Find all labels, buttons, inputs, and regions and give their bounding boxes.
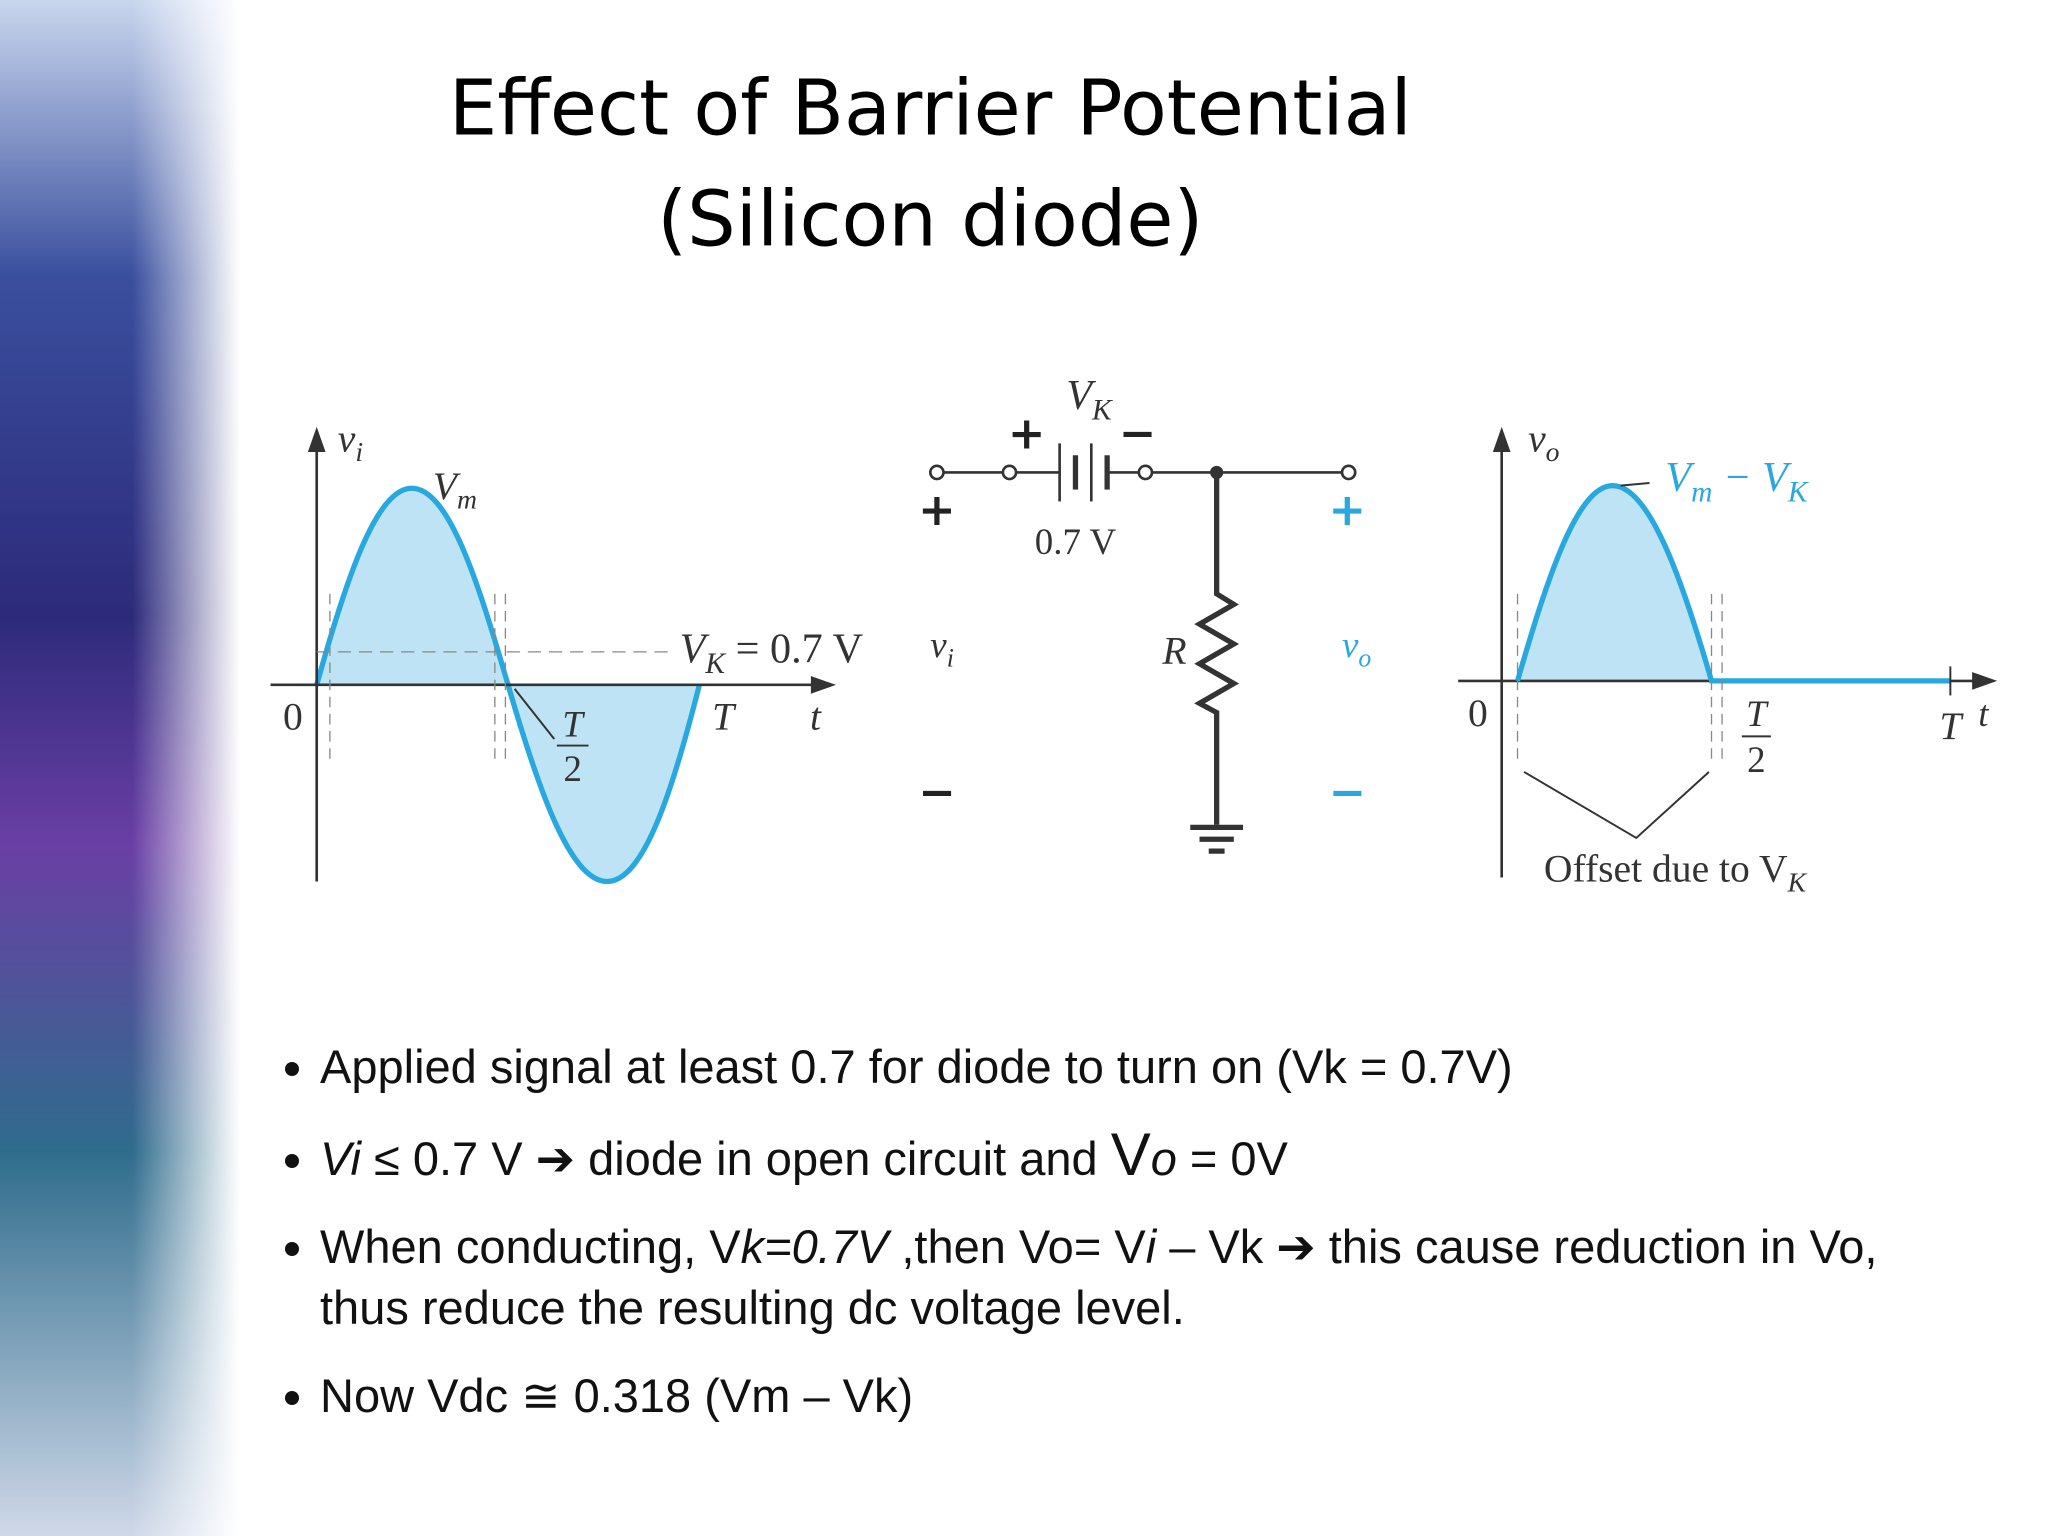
leader-line bbox=[1620, 481, 1650, 487]
title-line: (Silicon diode) bbox=[657, 175, 1203, 264]
bullet-list: Applied signal at least 0.7 for diode to… bbox=[262, 1036, 1920, 1453]
diagram-label: vo bbox=[1342, 624, 1371, 672]
diagram-label: R bbox=[1161, 629, 1186, 673]
axis-arrow bbox=[1492, 426, 1511, 452]
bullet-text: ≤ 0.7 V ➔ diode in open circuit and bbox=[360, 1132, 1111, 1185]
label-part: m bbox=[457, 484, 477, 515]
diagram-label: 0 bbox=[283, 695, 303, 739]
shaded-area bbox=[1517, 485, 1712, 681]
terminal bbox=[1340, 464, 1357, 481]
terminal bbox=[1001, 464, 1018, 481]
diagram-label: VK = 0.7 V bbox=[680, 625, 864, 680]
diagram-label: 0.7 V bbox=[1035, 521, 1117, 562]
label-part: o bbox=[1546, 436, 1560, 467]
input-graph bbox=[270, 426, 836, 885]
output-curve bbox=[1514, 482, 1951, 684]
label-part: i bbox=[355, 436, 363, 467]
label-part: V bbox=[1066, 372, 1096, 419]
axis-arrow bbox=[810, 676, 836, 694]
decorative-strip bbox=[0, 0, 240, 1536]
diagram-label: Offset due to VK bbox=[1544, 846, 1808, 897]
diagram-label: − bbox=[1329, 766, 1367, 819]
bullet-text: = 0V bbox=[1176, 1132, 1288, 1185]
axis-arrow bbox=[307, 426, 326, 452]
bullet-item: Vi ≤ 0.7 V ➔ diode in open circuit and V… bbox=[320, 1124, 1920, 1189]
label-part: V bbox=[1665, 454, 1695, 501]
bullet-text: o bbox=[1150, 1132, 1177, 1185]
bullet-text: k=0.7V bbox=[740, 1220, 889, 1273]
diagram-label: Vm bbox=[433, 464, 477, 515]
label-part: K bbox=[1787, 866, 1808, 897]
diagram-label: T bbox=[1939, 704, 1964, 748]
diagram-label: T bbox=[1746, 693, 1769, 734]
terminal bbox=[928, 464, 945, 481]
bullet-item: When conducting, Vk=0.7V ,then Vo= Vi – … bbox=[320, 1216, 1920, 1338]
diagram-label: − bbox=[1119, 407, 1157, 460]
axis-arrow bbox=[1972, 672, 1998, 690]
label-part: v bbox=[338, 416, 356, 460]
bullet-item: Applied signal at least 0.7 for diode to… bbox=[320, 1036, 1920, 1097]
resistor bbox=[1194, 472, 1240, 825]
diagram-label: t bbox=[810, 695, 822, 739]
label-part: − V bbox=[1712, 454, 1792, 501]
bullet-text: – Vk ➔ this cause reduction in Vo, thus … bbox=[320, 1220, 1878, 1334]
diagram-label: + bbox=[1329, 483, 1367, 536]
label-part: m bbox=[1691, 476, 1712, 508]
label-part: V bbox=[433, 464, 461, 508]
leader-line bbox=[513, 688, 556, 740]
label-part: V bbox=[680, 625, 710, 672]
label-part: v bbox=[1528, 416, 1546, 460]
bullet-text: V bbox=[1110, 1121, 1151, 1188]
label-part: i bbox=[947, 643, 954, 672]
label-part: o bbox=[1358, 643, 1371, 672]
bullet-text: Vi bbox=[320, 1132, 361, 1185]
diagram-label: vi bbox=[338, 416, 363, 467]
label-part: = 0.7 V bbox=[725, 625, 863, 672]
bullet-text: Applied signal at least 0.7 for diode to… bbox=[320, 1040, 1513, 1093]
diagram-label: vo bbox=[1528, 416, 1560, 467]
bullet-text: Now Vdc ≅ 0.318 (Vm – Vk) bbox=[320, 1369, 914, 1422]
offset-bracket bbox=[1523, 771, 1710, 840]
diagram-label: T bbox=[712, 695, 737, 739]
title-line: Effect of Barrier Potential bbox=[449, 65, 1412, 154]
label-part: v bbox=[930, 624, 947, 665]
output-graph bbox=[1458, 426, 1998, 878]
diagram-label: 2 bbox=[1747, 739, 1765, 780]
diagram-label: T bbox=[562, 703, 585, 744]
diagram-label: Vm − VK bbox=[1665, 454, 1809, 509]
diagram-label: vi bbox=[930, 624, 954, 672]
bullet-text: When conducting, V bbox=[320, 1220, 741, 1273]
label-part: K bbox=[1091, 395, 1113, 427]
label-part: v bbox=[1342, 624, 1359, 665]
diagram-label: + bbox=[1008, 407, 1046, 460]
circuit bbox=[928, 443, 1357, 854]
diagram-label: + bbox=[918, 483, 956, 536]
bullet-item: Now Vdc ≅ 0.318 (Vm – Vk) bbox=[320, 1365, 1920, 1426]
diagram-label: 2 bbox=[563, 748, 581, 789]
diagram-label: VK bbox=[1066, 372, 1113, 427]
label-part: Offset due to V bbox=[1544, 846, 1788, 890]
diagram-label: 0 bbox=[1468, 691, 1488, 735]
label-part: K bbox=[704, 648, 726, 680]
terminal bbox=[1137, 464, 1154, 481]
diagram-label: t bbox=[1978, 693, 1989, 734]
label-part: K bbox=[1787, 476, 1809, 508]
diagram-label: − bbox=[918, 766, 956, 819]
bullet-text: ,then Vo= V bbox=[888, 1220, 1146, 1273]
bullet-text: i bbox=[1145, 1220, 1157, 1273]
